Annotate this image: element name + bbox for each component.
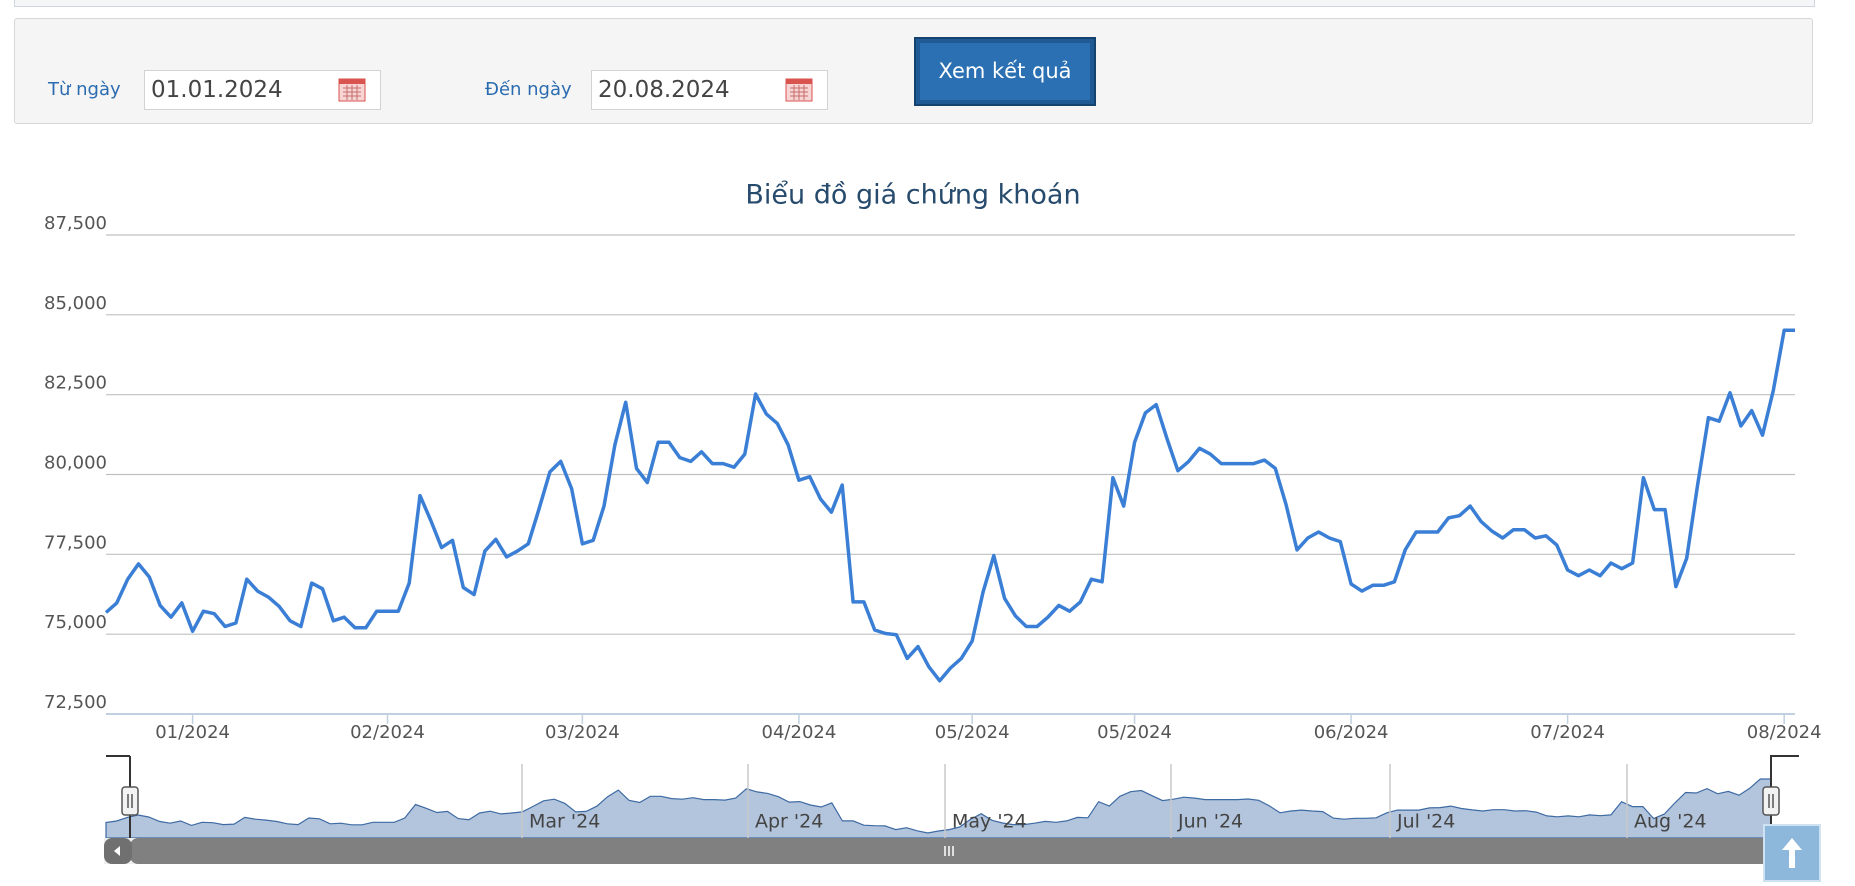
filter-panel: Từ ngày 01.01.2024 Đến ngày 20.08.2024 [14, 18, 1813, 124]
from-input[interactable]: 01.01.2024 [144, 70, 381, 110]
top-bar [14, 0, 1815, 7]
y-tick-label: 75,000 [44, 612, 107, 633]
back-to-top[interactable] [1763, 824, 1821, 882]
y-tick-label: 87,500 [44, 213, 107, 234]
navigator-label: Mar '24 [529, 811, 600, 833]
navigator-handle[interactable] [1762, 786, 1780, 816]
x-tick-label: 01/2024 [155, 722, 230, 743]
y-tick-label: 80,000 [44, 453, 107, 474]
to-value: 20.08.2024 [598, 77, 730, 103]
handle-grip [127, 794, 133, 808]
x-tick-label: 04/2024 [762, 722, 837, 743]
from-label: Từ ngày [48, 79, 121, 100]
thumb-grip [944, 846, 954, 856]
y-tick-label: 82,500 [44, 373, 107, 394]
x-tick-label: 08/2024 [1747, 722, 1822, 743]
x-tick-label: 07/2024 [1530, 722, 1605, 743]
navigator-label: Aug '24 [1634, 811, 1707, 833]
chart-title: Biểu đồ giá chứng khoán [745, 180, 1080, 211]
y-tick-label: 72,500 [44, 692, 107, 713]
price-line [104, 328, 1795, 683]
to-input[interactable]: 20.08.2024 [591, 70, 828, 110]
x-tick-label: 06/2024 [1314, 722, 1389, 743]
navigator-label: Jun '24 [1177, 811, 1243, 833]
y-tick-label: 77,500 [44, 532, 107, 553]
calendar-icon[interactable] [338, 78, 366, 102]
navigator-handle[interactable] [121, 786, 139, 816]
scrollbar-thumb[interactable] [130, 838, 1771, 864]
x-tick-label: 05/2024 [935, 722, 1010, 743]
handle-grip [1768, 794, 1774, 808]
navigator-label: Jul '24 [1396, 811, 1455, 833]
arrow-up [1782, 838, 1802, 868]
scroll-arrow [114, 846, 120, 856]
navigator-label: Apr '24 [755, 811, 823, 833]
from-value: 01.01.2024 [151, 77, 283, 103]
submit-label: Xem kết quả [920, 43, 1090, 100]
x-tick-label: 02/2024 [350, 722, 425, 743]
x-tick-label: 03/2024 [545, 722, 620, 743]
submit-button[interactable]: Xem kết quả [914, 37, 1096, 106]
calendar-icon[interactable] [785, 78, 813, 102]
x-tick-label: 05/2024 [1097, 722, 1172, 743]
navigator-label: May '24 [952, 811, 1027, 833]
y-tick-label: 85,000 [44, 293, 107, 314]
to-label: Đến ngày [485, 79, 572, 100]
